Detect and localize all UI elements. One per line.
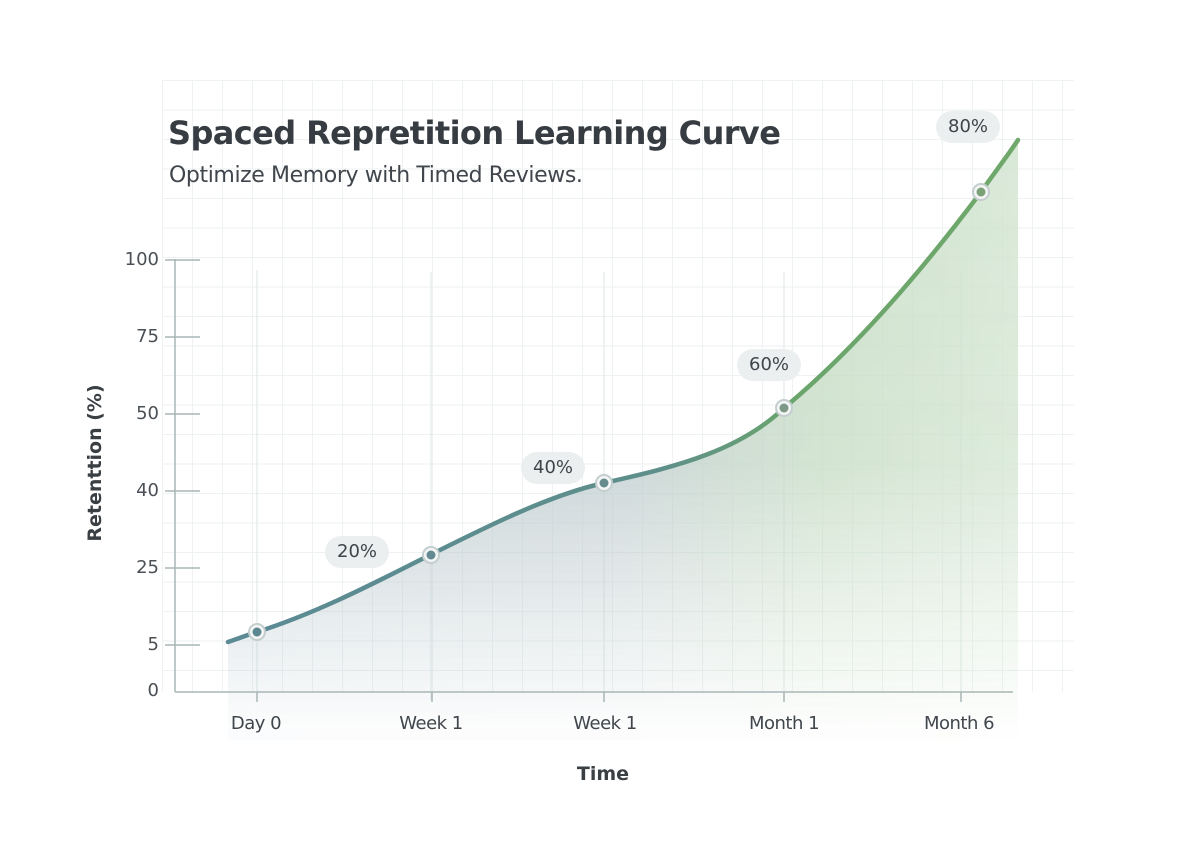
y-tick-label: 40 xyxy=(136,480,159,501)
x-tick-label: Week 1 xyxy=(573,713,637,734)
chart-title: Spaced Repretition Learning Curve xyxy=(168,114,781,152)
x-axis-label: Time xyxy=(576,763,630,785)
data-point-week-1a xyxy=(422,546,440,564)
annotation-20-percent: 20% xyxy=(324,536,390,568)
y-axis-label: Retenttion (%) xyxy=(84,384,106,542)
retention-curve xyxy=(225,137,1021,645)
area-fill xyxy=(228,140,1018,740)
data-point-month-1 xyxy=(775,399,793,417)
y-tick-label: 75 xyxy=(136,326,159,347)
y-tick-label: 100 xyxy=(124,249,159,270)
x-tick-label: Week 1 xyxy=(399,713,463,734)
data-point-month-6 xyxy=(972,183,990,201)
y-tick-label: 5 xyxy=(147,634,159,655)
data-point-week-1b xyxy=(595,474,613,492)
x-tick-label: Month 1 xyxy=(748,713,820,734)
y-tick-label: 50 xyxy=(136,403,159,424)
y-tick-label: 25 xyxy=(136,557,159,578)
y-tick-label: 0 xyxy=(147,680,159,701)
annotation-60-percent: 60% xyxy=(736,349,802,381)
data-points xyxy=(248,183,990,641)
data-point-day-0 xyxy=(248,623,266,641)
x-tick-label: Day 0 xyxy=(230,713,282,734)
annotation-40-percent: 40% xyxy=(520,452,586,484)
axes xyxy=(165,259,1013,702)
chart-subtitle: Optimize Memory with Timed Reviews. xyxy=(169,163,583,188)
annotation-80-percent: 80% xyxy=(935,111,1001,143)
x-tick-label: Month 6 xyxy=(923,713,995,734)
